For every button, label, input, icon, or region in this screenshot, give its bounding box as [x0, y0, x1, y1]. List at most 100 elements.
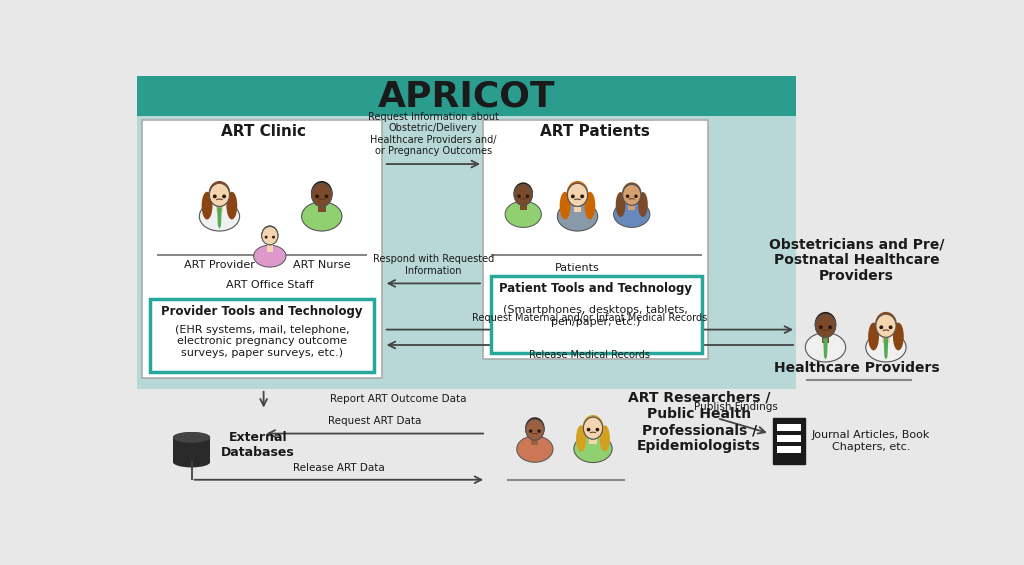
- Circle shape: [529, 429, 532, 433]
- Text: External
Databases: External Databases: [221, 431, 295, 459]
- Ellipse shape: [173, 432, 210, 443]
- Ellipse shape: [261, 225, 279, 245]
- Ellipse shape: [302, 202, 342, 231]
- Circle shape: [571, 194, 574, 198]
- Ellipse shape: [876, 314, 896, 337]
- Circle shape: [538, 429, 541, 433]
- Ellipse shape: [638, 192, 648, 217]
- Text: Release Medical Records: Release Medical Records: [529, 350, 650, 360]
- Text: ART Office Staff: ART Office Staff: [226, 280, 313, 290]
- Ellipse shape: [584, 417, 602, 439]
- Ellipse shape: [622, 182, 641, 205]
- Text: ART Patients: ART Patients: [541, 124, 650, 139]
- Ellipse shape: [567, 183, 588, 206]
- Text: Request Information about
Obstetric/Delivery
Healthcare Providers and/
or Pregna: Request Information about Obstetric/Deli…: [368, 111, 499, 157]
- Text: Request Maternal and/or Infant Medical Records: Request Maternal and/or Infant Medical R…: [472, 314, 708, 323]
- Text: Request ART Data: Request ART Data: [328, 416, 421, 426]
- Circle shape: [213, 194, 217, 198]
- Ellipse shape: [173, 457, 210, 467]
- Ellipse shape: [262, 227, 278, 245]
- Ellipse shape: [209, 181, 230, 206]
- Text: Publish Findings: Publish Findings: [693, 402, 777, 412]
- Text: ART Researchers /
Public Health
Professionals /
Epidemiologists: ART Researchers / Public Health Professi…: [628, 391, 770, 453]
- Bar: [158, 254, 367, 256]
- Bar: [142, 120, 382, 378]
- Circle shape: [880, 325, 884, 329]
- Bar: [629, 199, 635, 210]
- Bar: [150, 299, 375, 372]
- Text: (Smartphones, desktops, tablets,
pen/paper, etc.): (Smartphones, desktops, tablets, pen/pap…: [503, 305, 688, 327]
- Bar: [173, 450, 210, 462]
- Ellipse shape: [200, 202, 240, 231]
- Circle shape: [819, 325, 823, 329]
- Ellipse shape: [525, 419, 544, 440]
- Ellipse shape: [557, 202, 598, 231]
- Bar: [573, 199, 582, 212]
- Text: Release ART Data: Release ART Data: [293, 463, 385, 473]
- Text: Patient Tools and Technology: Patient Tools and Technology: [499, 281, 692, 294]
- Bar: [821, 331, 829, 343]
- Ellipse shape: [876, 312, 897, 337]
- Text: Journal Articles, Book
Chapters, etc.: Journal Articles, Book Chapters, etc.: [812, 431, 930, 452]
- Circle shape: [596, 428, 599, 432]
- Ellipse shape: [311, 183, 332, 206]
- Text: APRICOT: APRICOT: [378, 79, 555, 114]
- Ellipse shape: [226, 192, 238, 219]
- Bar: [520, 199, 526, 210]
- Ellipse shape: [573, 434, 612, 463]
- Ellipse shape: [209, 183, 229, 206]
- Circle shape: [222, 194, 226, 198]
- Ellipse shape: [525, 419, 544, 440]
- Circle shape: [264, 236, 267, 238]
- Ellipse shape: [173, 444, 210, 455]
- Ellipse shape: [566, 181, 589, 206]
- Bar: [216, 199, 223, 212]
- Text: (EHR systems, mail, telephone,
electronic pregnancy outcome
surveys, paper surve: (EHR systems, mail, telephone, electroni…: [175, 324, 349, 358]
- Ellipse shape: [514, 184, 532, 205]
- Ellipse shape: [567, 183, 588, 206]
- Circle shape: [828, 325, 833, 329]
- Bar: [590, 433, 597, 444]
- Circle shape: [525, 194, 529, 198]
- Ellipse shape: [560, 192, 570, 219]
- Circle shape: [517, 194, 521, 198]
- Ellipse shape: [893, 323, 904, 350]
- Bar: [137, 76, 796, 115]
- Bar: [882, 331, 890, 343]
- Bar: [483, 120, 708, 359]
- Ellipse shape: [615, 192, 626, 217]
- Circle shape: [325, 194, 329, 198]
- Circle shape: [315, 194, 319, 198]
- Ellipse shape: [876, 314, 896, 337]
- Text: Report ART Outcome Data: Report ART Outcome Data: [330, 394, 466, 404]
- Text: Healthcare Providers: Healthcare Providers: [774, 361, 939, 375]
- Ellipse shape: [868, 323, 879, 350]
- Circle shape: [587, 428, 591, 432]
- Ellipse shape: [513, 182, 534, 205]
- Bar: [776, 424, 802, 431]
- Text: Obstetricians and Pre/
Postnatal Healthcare
Providers: Obstetricians and Pre/ Postnatal Healthc…: [769, 237, 944, 284]
- Ellipse shape: [209, 183, 229, 206]
- Ellipse shape: [613, 201, 650, 228]
- Circle shape: [581, 194, 584, 198]
- Ellipse shape: [525, 417, 545, 440]
- Text: Respond with Requested
Information: Respond with Requested Information: [373, 254, 494, 276]
- Ellipse shape: [623, 184, 641, 205]
- Text: Patients: Patients: [555, 263, 600, 272]
- Ellipse shape: [585, 192, 595, 219]
- Circle shape: [889, 325, 893, 329]
- Ellipse shape: [815, 314, 836, 337]
- Polygon shape: [217, 207, 222, 229]
- Ellipse shape: [311, 181, 333, 206]
- Ellipse shape: [505, 201, 542, 228]
- Circle shape: [272, 236, 275, 238]
- Ellipse shape: [815, 312, 837, 337]
- Circle shape: [634, 194, 638, 198]
- Ellipse shape: [517, 436, 553, 462]
- Ellipse shape: [311, 183, 332, 206]
- Text: Provider Tools and Technology: Provider Tools and Technology: [162, 305, 362, 318]
- Text: ART Clinic: ART Clinic: [221, 124, 306, 139]
- Ellipse shape: [623, 184, 641, 205]
- Polygon shape: [823, 338, 827, 360]
- Ellipse shape: [815, 314, 836, 337]
